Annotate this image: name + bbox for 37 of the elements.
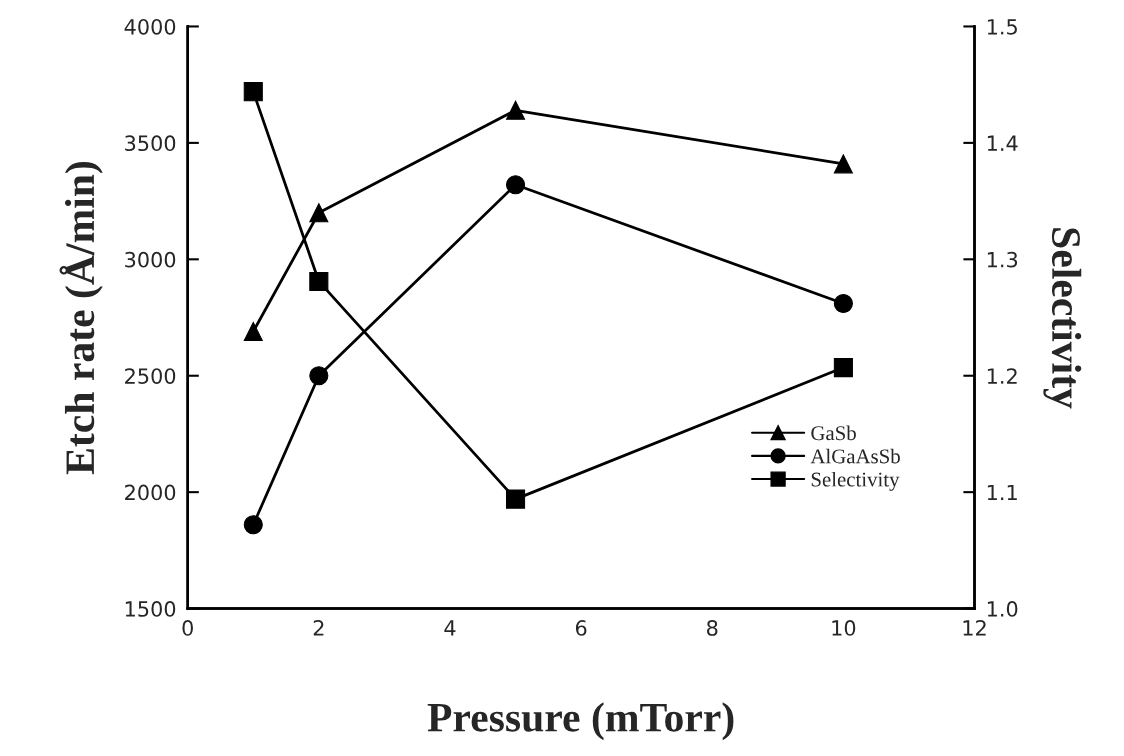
y2-tick-label: 1.0 [987,601,1018,617]
y-tick-label: 4000 [124,18,176,35]
y-tick-label: 2000 [125,484,176,501]
x-tick-label: 10 [832,620,856,636]
y2-tick-label: 1.2 [987,368,1017,384]
x-tick-label: 0 [182,620,193,636]
point [309,366,329,386]
y2-tick-label: 1.1 [987,484,1017,501]
point [243,515,263,535]
y-tick-label: 3500 [125,135,176,152]
x-tick-label: 2 [313,620,324,636]
point [833,294,853,314]
point [243,321,263,342]
point [833,154,853,174]
legend-label: Selectivity [811,471,900,491]
point [309,203,329,223]
point [505,100,526,120]
y2-axis-title: Selectivity [1043,228,1082,409]
point [243,82,263,102]
y2-tick-label: 1.5 [987,19,1017,35]
y-tick-label: 2500 [125,368,176,384]
y-tick-label: 1500 [125,601,176,617]
x-tick-label: 12 [963,620,986,636]
point [505,175,526,195]
y2-tick-label: 1.3 [987,251,1018,268]
y-axis-title: Etch rate (Å/min) [59,161,103,475]
x-axis-title: Pressure (mTorr) [427,702,734,741]
x-tick-label: 4 [444,620,456,636]
point [833,358,853,378]
y2-tick-label: 1.4 [987,135,1018,151]
legend-label: AlGaAsSb [810,448,900,464]
point [505,489,526,509]
x-tick-label: 6 [575,620,587,636]
legend-label: GaSb [811,425,856,441]
y-tick-label: 3000 [125,251,176,268]
point [309,271,329,291]
x-tick-label: 8 [707,620,718,636]
